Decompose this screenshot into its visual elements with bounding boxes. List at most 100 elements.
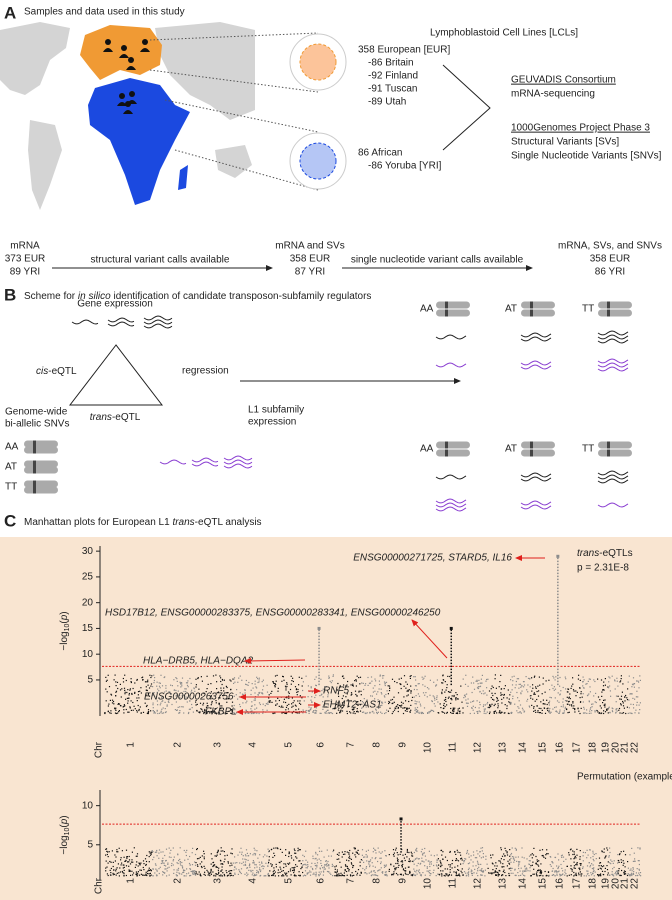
background-snp: [499, 681, 500, 682]
background-snp: [376, 694, 377, 695]
background-snp: [618, 710, 619, 711]
background-snp: [294, 853, 295, 854]
background-snp: [595, 853, 596, 854]
background-snp: [369, 712, 370, 713]
background-snp: [348, 854, 349, 855]
background-snp: [259, 854, 260, 855]
background-snp: [224, 861, 225, 862]
chromosome-label: 17: [572, 878, 583, 890]
background-snp: [552, 676, 553, 677]
background-snp: [268, 862, 269, 863]
background-snp: [165, 708, 166, 709]
background-snp: [105, 677, 106, 678]
background-snp: [615, 872, 616, 873]
background-snp: [397, 704, 398, 705]
background-snp: [531, 691, 532, 692]
background-snp: [564, 872, 565, 873]
background-snp: [402, 855, 403, 856]
background-snp: [604, 871, 605, 872]
background-snp: [481, 683, 482, 684]
background-snp: [294, 870, 295, 871]
background-snp: [269, 856, 270, 857]
background-snp: [491, 697, 492, 698]
background-snp: [452, 713, 453, 714]
background-snp: [271, 849, 272, 850]
background-snp: [569, 704, 570, 705]
transition-label: single nucleotide variant calls availabl…: [351, 255, 524, 266]
background-snp: [625, 854, 626, 855]
background-snp: [109, 712, 110, 713]
background-snp: [569, 854, 570, 855]
background-snp: [572, 854, 573, 855]
background-snp: [633, 677, 634, 678]
background-snp: [546, 680, 547, 681]
background-snp: [590, 679, 591, 680]
expression-wave: [144, 316, 172, 320]
background-snp: [133, 710, 134, 711]
background-snp: [285, 689, 286, 690]
background-snp: [130, 863, 131, 864]
background-snp: [372, 696, 373, 697]
background-snp: [620, 703, 621, 704]
background-snp: [438, 868, 439, 869]
background-snp: [254, 704, 255, 705]
background-snp: [471, 871, 472, 872]
background-snp: [180, 686, 181, 687]
background-snp: [468, 686, 469, 687]
background-snp: [578, 868, 579, 869]
background-snp: [399, 705, 400, 706]
background-snp: [618, 696, 619, 697]
background-snp: [614, 860, 615, 861]
background-snp: [197, 866, 198, 867]
background-snp: [312, 711, 313, 712]
background-snp: [156, 686, 157, 687]
background-snp: [368, 863, 369, 864]
background-snp: [518, 678, 519, 679]
background-snp: [456, 873, 457, 874]
background-snp: [280, 849, 281, 850]
background-snp: [599, 699, 600, 700]
background-snp: [331, 712, 332, 713]
background-snp: [134, 706, 135, 707]
background-snp: [436, 866, 437, 867]
background-snp: [158, 858, 159, 859]
population-label: -91 Tuscan: [368, 84, 417, 95]
background-snp: [639, 847, 640, 848]
background-snp: [455, 872, 456, 873]
background-snp: [586, 709, 587, 710]
background-snp: [174, 689, 175, 690]
background-snp: [578, 711, 579, 712]
background-snp: [393, 866, 394, 867]
background-snp: [543, 683, 544, 684]
background-snp: [382, 675, 383, 676]
background-snp: [254, 712, 255, 713]
background-snp: [621, 699, 622, 700]
background-snp: [181, 683, 182, 684]
background-snp: [121, 863, 122, 864]
background-snp: [241, 854, 242, 855]
background-snp: [407, 852, 408, 853]
background-snp: [418, 693, 419, 694]
background-snp: [319, 859, 320, 860]
background-snp: [244, 874, 245, 875]
background-snp: [301, 867, 302, 868]
background-snp: [504, 855, 505, 856]
background-snp: [637, 868, 638, 869]
expression-wave: [598, 479, 628, 483]
background-snp: [465, 859, 466, 860]
background-snp: [578, 675, 579, 676]
background-snp: [396, 706, 397, 707]
background-snp: [394, 869, 395, 870]
background-snp: [347, 713, 348, 714]
background-snp: [115, 708, 116, 709]
background-snp: [120, 705, 121, 706]
background-snp: [524, 871, 525, 872]
background-snp: [277, 848, 278, 849]
background-snp: [227, 855, 228, 856]
background-snp: [239, 704, 240, 705]
background-snp: [442, 859, 443, 860]
chromosome-label: 22: [630, 742, 641, 754]
background-snp: [578, 679, 579, 680]
background-snp: [343, 875, 344, 876]
background-snp: [469, 868, 470, 869]
